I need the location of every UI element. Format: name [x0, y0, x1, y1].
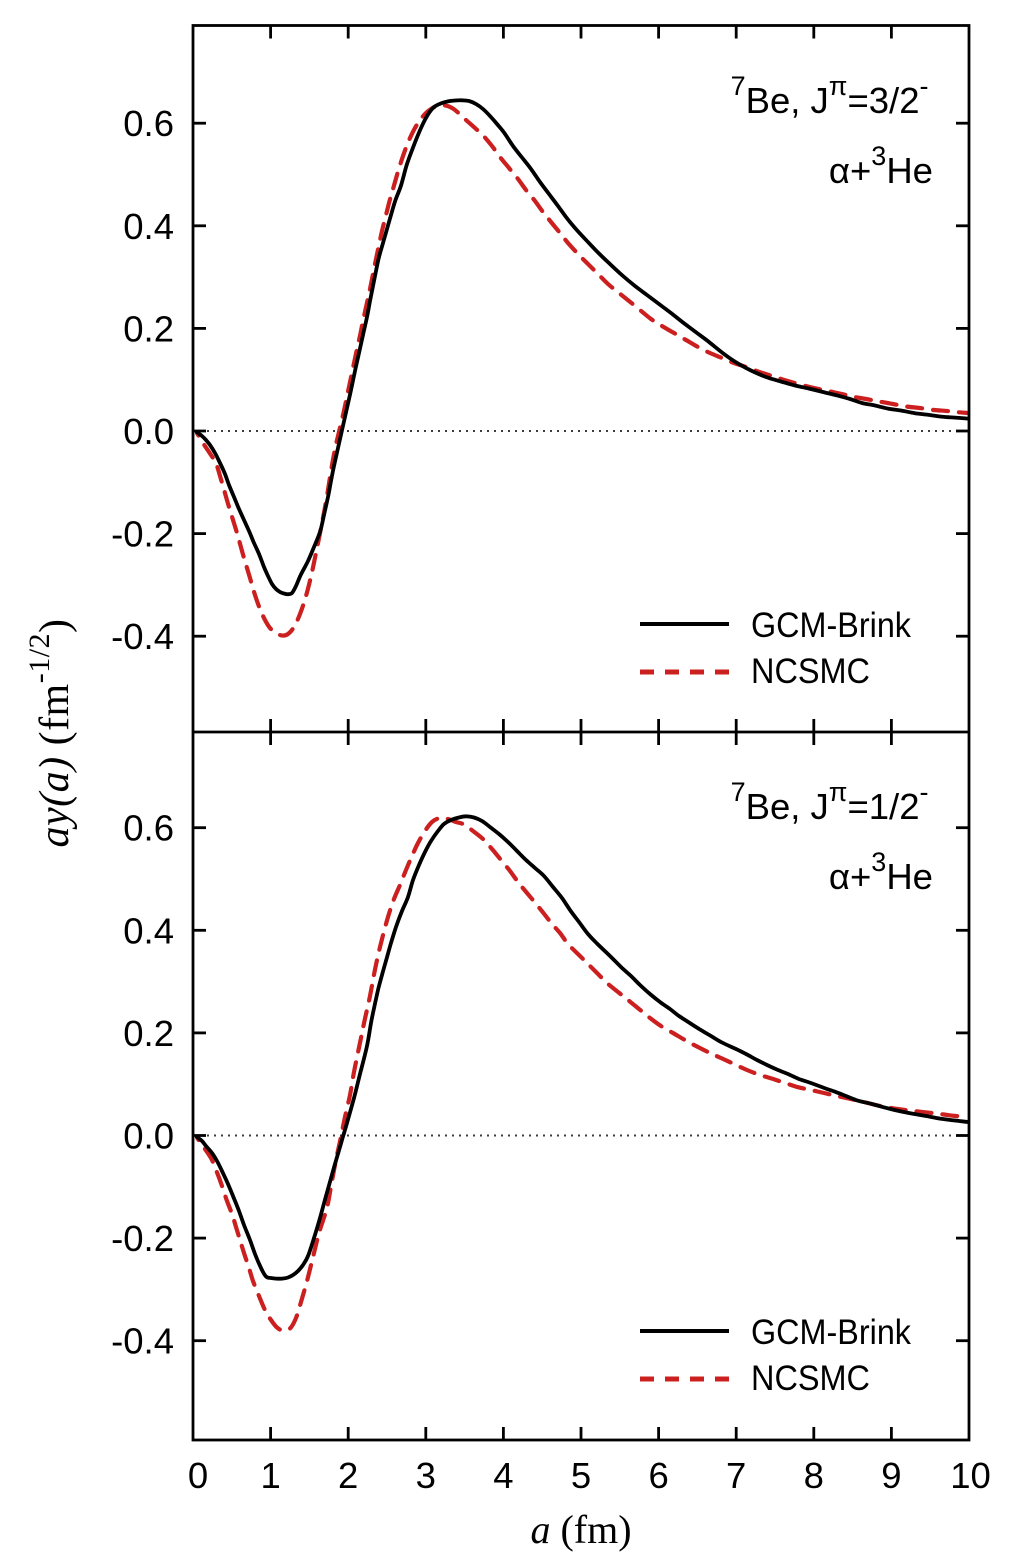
- svg-text:α+3He: α+3He: [829, 141, 933, 191]
- svg-text:0.0: 0.0: [123, 1116, 174, 1157]
- svg-text:0.4: 0.4: [123, 910, 174, 951]
- svg-text:4: 4: [493, 1455, 513, 1496]
- svg-text:9: 9: [881, 1455, 901, 1496]
- svg-text:GCM-Brink: GCM-Brink: [751, 1313, 911, 1352]
- svg-text:10: 10: [950, 1455, 991, 1496]
- svg-text:GCM-Brink: GCM-Brink: [751, 606, 911, 645]
- svg-text:0.2: 0.2: [123, 1013, 174, 1054]
- svg-text:7: 7: [726, 1455, 746, 1496]
- svg-text:-0.4: -0.4: [111, 1321, 174, 1362]
- svg-text:0.0: 0.0: [123, 411, 174, 452]
- svg-text:0.6: 0.6: [123, 103, 174, 144]
- svg-text:NCSMC: NCSMC: [751, 652, 870, 691]
- svg-text:5: 5: [571, 1455, 591, 1496]
- svg-text:-0.2: -0.2: [111, 1218, 174, 1259]
- svg-text:-0.2: -0.2: [111, 514, 174, 555]
- svg-text:0: 0: [188, 1455, 208, 1496]
- svg-text:3: 3: [416, 1455, 436, 1496]
- svg-text:NCSMC: NCSMC: [751, 1359, 870, 1398]
- svg-text:0.6: 0.6: [123, 808, 174, 849]
- svg-text:α+3He: α+3He: [829, 847, 933, 897]
- svg-text:0.4: 0.4: [123, 206, 174, 247]
- svg-text:-0.4: -0.4: [111, 616, 174, 657]
- svg-text:2: 2: [338, 1455, 358, 1496]
- svg-text:1: 1: [260, 1455, 280, 1496]
- svg-text:7Be, Jπ=1/2-: 7Be, Jπ=1/2-: [731, 777, 929, 827]
- svg-text:a (fm): a (fm): [530, 1507, 631, 1552]
- svg-text:0.2: 0.2: [123, 308, 174, 349]
- svg-text:7Be, Jπ=3/2-: 7Be, Jπ=3/2-: [731, 71, 929, 121]
- svg-text:6: 6: [648, 1455, 668, 1496]
- svg-text:8: 8: [804, 1455, 824, 1496]
